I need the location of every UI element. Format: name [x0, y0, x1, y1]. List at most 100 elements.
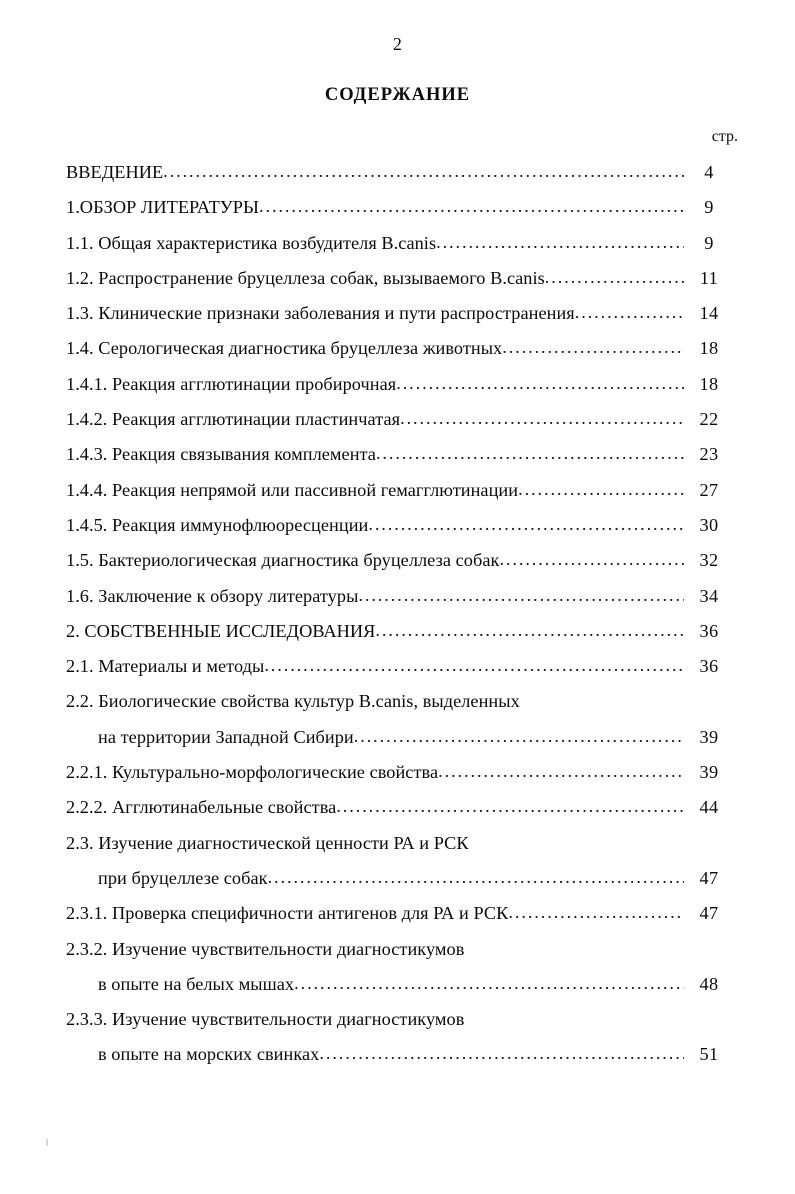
toc-dot-leader	[358, 578, 684, 613]
toc-entry-label: 1.5. Бактериологическая диагностика бруц…	[66, 550, 500, 571]
toc-entry[interactable]: 2.2. Биологические свойства культур B.ca…	[66, 684, 732, 719]
toc-entry-label: на территории Западной Сибири	[98, 726, 354, 747]
toc-dot-leader	[376, 436, 684, 471]
toc-entry-page-number: 39	[699, 726, 719, 747]
toc-entry-label: в опыте на белых мышах	[98, 973, 295, 994]
table-of-contents: ВВЕДЕНИЕ 4 1.ОБЗОР ЛИТЕРАТУРЫ 9 1.1. Общая х…	[66, 155, 732, 1073]
toc-dot-leader	[259, 189, 684, 224]
toc-entry-label: 1.4.5. Реакция иммунофлюоресценции	[66, 514, 369, 535]
toc-entry[interactable]: 2. СОБСТВЕННЫЕ ИССЛЕДОВАНИЯ 36	[66, 614, 732, 649]
toc-entry-page-number: 34	[699, 585, 719, 606]
toc-dot-leader	[438, 754, 684, 789]
toc-entry-label: 2.3.2. Изучение чувствительности диагнос…	[66, 938, 465, 959]
toc-entry[interactable]: 2.3.3. Изучение чувствительности диагнос…	[66, 1002, 732, 1037]
toc-dot-leader	[336, 789, 684, 824]
toc-entry-label: 1.2. Распространение бруцеллеза собак, в…	[66, 267, 545, 288]
toc-entry-label: 1.4. Серологическая диагностика бруцелле…	[66, 338, 503, 359]
toc-entry-label: 2.2.2. Агглютинабельные свойства	[66, 797, 337, 818]
toc-entry-label: 2.3.1. Проверка специфичности антигенов …	[66, 903, 509, 924]
toc-entry-page-number: 22	[699, 409, 719, 430]
toc-entry[interactable]: 1.4.1. Реакция агглютинации пробирочная 1…	[66, 367, 732, 402]
toc-dot-leader	[400, 401, 684, 436]
toc-dot-leader	[396, 366, 684, 401]
toc-entry-page-number: 44	[699, 797, 719, 818]
toc-entry-label: 1.4.4. Реакция непрямой или пассивной ге…	[66, 479, 519, 500]
toc-entry[interactable]: 1.4.4. Реакция непрямой или пассивной ге…	[66, 473, 732, 508]
toc-entry-page-number: 36	[699, 620, 719, 641]
toc-entry-page-number: 9	[704, 197, 714, 218]
toc-entry[interactable]: 1.4.3. Реакция связывания комплемента 23	[66, 437, 732, 472]
toc-entry-page-number: 18	[699, 338, 719, 359]
toc-entry[interactable]: 2.3. Изучение диагностической ценности Р…	[66, 826, 732, 861]
toc-dot-leader	[294, 966, 684, 1001]
toc-entry[interactable]: 1.4.5. Реакция иммунофлюоресценции 30	[66, 508, 732, 543]
toc-dot-leader	[268, 860, 684, 895]
toc-entry[interactable]: на территории Западной Сибири 39	[66, 720, 732, 755]
toc-dot-leader	[508, 895, 684, 930]
page-folio-number: 2	[392, 34, 403, 54]
toc-entry-label: 1.1. Общая характеристика возбудителя B.…	[66, 232, 437, 253]
toc-entry[interactable]: 1.6. Заключение к обзору литературы 34	[66, 579, 732, 614]
toc-dot-leader	[518, 472, 684, 507]
toc-entry[interactable]: 1.5. Бактериологическая диагностика бруц…	[66, 543, 732, 578]
toc-entry-page-number: 14	[699, 303, 719, 324]
toc-entry-page-number: 39	[699, 762, 719, 783]
toc-dot-leader	[264, 648, 684, 683]
toc-entry-page-number: 27	[699, 479, 719, 500]
page-title: СОДЕРЖАНИЕ	[324, 85, 471, 105]
toc-dot-leader	[436, 225, 684, 260]
toc-entry-label: 2.3. Изучение диагностической ценности Р…	[66, 832, 469, 853]
toc-entry-label: в опыте на морских свинках	[98, 1044, 320, 1065]
toc-entry-page-number: 36	[699, 656, 719, 677]
toc-entry-page-number: 11	[699, 267, 719, 288]
toc-entry[interactable]: 2.3.1. Проверка специфичности антигенов …	[66, 896, 732, 931]
toc-entry-label: 1.3. Клинические признаки заболевания и …	[66, 303, 575, 324]
toc-entry-page-number: 18	[699, 373, 719, 394]
toc-entry-page-number: 48	[699, 973, 719, 994]
toc-entry[interactable]: 2.2.2. Агглютинабельные свойства 44	[66, 790, 732, 825]
toc-entry[interactable]: 2.1. Материалы и методы 36	[66, 649, 732, 684]
toc-entry[interactable]: при бруцеллезе собак 47	[66, 861, 732, 896]
toc-dot-leader	[375, 613, 684, 648]
toc-entry[interactable]: 1.3. Клинические признаки заболевания и …	[66, 296, 732, 331]
toc-entry-label: 1.6. Заключение к обзору литературы	[66, 585, 359, 606]
toc-entry-label: 1.4.1. Реакция агглютинации пробирочная	[66, 373, 397, 394]
toc-entry-page-number: 47	[699, 903, 719, 924]
toc-entry-page-number: 51	[699, 1044, 719, 1065]
toc-entry-label: при бруцеллезе собак	[98, 867, 268, 888]
toc-entry-page-number: 23	[699, 444, 719, 465]
toc-entry[interactable]: 1.4. Серологическая диагностика бруцелле…	[66, 331, 732, 366]
toc-entry[interactable]: в опыте на морских свинках 51	[66, 1037, 732, 1072]
toc-entry-page-number: 30	[699, 514, 719, 535]
toc-entry[interactable]: 2.2.1. Культурально-морфологические свой…	[66, 755, 732, 790]
toc-entry-label: 2.3.3. Изучение чувствительности диагнос…	[66, 1009, 465, 1030]
toc-entry-label: 1.ОБЗОР ЛИТЕРАТУРЫ	[66, 197, 259, 218]
toc-entry[interactable]: 1.4.2. Реакция агглютинации пластинчатая…	[66, 402, 732, 437]
toc-entry-page-number: 4	[704, 162, 714, 182]
toc-entry[interactable]: 1.1. Общая характеристика возбудителя B.…	[66, 226, 732, 261]
toc-dot-leader	[163, 154, 684, 189]
toc-entry[interactable]: ВВЕДЕНИЕ 4	[66, 155, 732, 190]
toc-entry-label: 2.2.1. Культурально-морфологические свой…	[66, 762, 439, 783]
toc-entry-label: 2. СОБСТВЕННЫЕ ИССЛЕДОВАНИЯ	[66, 620, 376, 641]
toc-dot-leader	[575, 295, 684, 330]
toc-entry[interactable]: 1.2. Распространение бруцеллеза собак, в…	[66, 261, 732, 296]
toc-entry[interactable]: в опыте на белых мышах 48	[66, 967, 732, 1002]
toc-dot-leader	[319, 1036, 684, 1071]
toc-dot-leader	[545, 260, 684, 295]
toc-entry-label: 2.1. Материалы и методы	[66, 656, 265, 677]
toc-entry[interactable]: 2.3.2. Изучение чувствительности диагнос…	[66, 932, 732, 967]
toc-entry-page-number: 9	[704, 232, 714, 253]
toc-entry[interactable]: 1.ОБЗОР ЛИТЕРАТУРЫ 9	[66, 190, 732, 225]
toc-entry-label: ВВЕДЕНИЕ	[66, 162, 164, 182]
toc-dot-leader	[368, 507, 684, 542]
toc-dot-leader	[499, 542, 684, 577]
toc-dot-leader	[354, 719, 684, 754]
toc-entry-label: 1.4.2. Реакция агглютинации пластинчатая	[66, 409, 401, 430]
toc-entry-page-number: 47	[699, 867, 719, 888]
toc-entry-page-number: 32	[699, 550, 719, 571]
scan-artifact-speck	[46, 1139, 48, 1146]
page-number-column-label: стр.	[711, 128, 738, 145]
toc-entry-label: 2.2. Биологические свойства культур B.ca…	[66, 691, 520, 712]
